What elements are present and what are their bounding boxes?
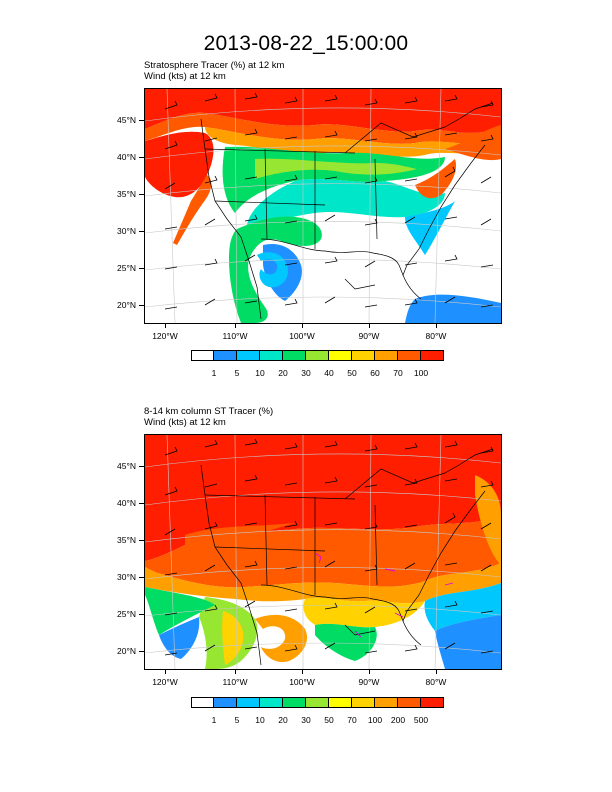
lat-label-35n-2: 35°N <box>117 535 136 545</box>
tracer-field-west <box>145 131 214 198</box>
colorbar-swatch <box>283 697 306 708</box>
colorbar-label: 70 <box>347 715 357 725</box>
lon-label-120w: 120°W <box>152 331 178 341</box>
colorbar-swatch <box>375 350 398 361</box>
colorbar-label: 30 <box>301 368 311 378</box>
panel-1-colorbar <box>191 350 444 361</box>
colorbar-label: 10 <box>255 368 265 378</box>
lat-label-45n: 45°N <box>117 115 136 125</box>
panel-1-subtitle-2: Wind (kts) at 12 km <box>144 71 226 82</box>
lat-label-30n: 30°N <box>117 226 136 236</box>
colorbar-label: 5 <box>234 715 240 725</box>
coastlines <box>200 102 494 320</box>
colorbar-swatch <box>306 350 329 361</box>
coastlines <box>200 448 494 666</box>
colorbar-label: 70 <box>393 368 403 378</box>
colorbar-label: 20 <box>278 368 288 378</box>
colorbar-swatch <box>398 350 421 361</box>
colorbar-label: 50 <box>324 715 334 725</box>
colorbar-label: 500 <box>413 715 429 725</box>
colorbar-swatch <box>237 350 260 361</box>
lat-label-25n: 25°N <box>117 263 136 273</box>
lon-label-80w: 80°W <box>425 331 447 341</box>
colorbar-swatch <box>398 697 421 708</box>
colorbar-label: 200 <box>390 715 406 725</box>
panel-2-subtitle-1: 8-14 km column ST Tracer (%) <box>144 406 274 417</box>
colorbar-swatch <box>306 697 329 708</box>
colorbar-swatch <box>421 697 444 708</box>
colorbar-label: 1 <box>211 368 217 378</box>
colorbar-label: 20 <box>278 715 288 725</box>
lat-label-35n: 35°N <box>117 189 136 199</box>
lat-label-40n: 40°N <box>117 152 136 162</box>
lat-label-25n-2: 25°N <box>117 609 136 619</box>
colorbar-label: 100 <box>367 715 383 725</box>
lat-label-30n-2: 30°N <box>117 572 136 582</box>
colorbar-label: 10 <box>255 715 265 725</box>
lat-label-45n-2: 45°N <box>117 461 136 471</box>
lon-label-110w-2: 110°W <box>222 677 248 687</box>
page-title: 2013-08-22_15:00:00 <box>203 32 409 55</box>
panel-1-subtitle-1: Stratosphere Tracer (%) at 12 km <box>144 60 285 71</box>
lat-label-40n-2: 40°N <box>117 498 136 508</box>
colorbar-label: 1 <box>211 715 217 725</box>
panel-2-map <box>144 434 502 670</box>
lon-label-100w: 100°W <box>289 331 315 341</box>
colorbar-swatch <box>329 697 352 708</box>
colorbar-label: 100 <box>413 368 429 378</box>
panel-2-subtitle-2: Wind (kts) at 12 km <box>144 417 226 428</box>
lon-label-90w-2: 90°W <box>358 677 380 687</box>
colorbar-swatch <box>260 350 283 361</box>
colorbar-swatch <box>421 350 444 361</box>
colorbar-label: 5 <box>234 368 240 378</box>
colorbar-swatch <box>214 697 237 708</box>
lon-label-120w-2: 120°W <box>152 677 178 687</box>
lat-label-20n: 20°N <box>117 300 136 310</box>
colorbar-swatch <box>352 350 375 361</box>
colorbar-label: 60 <box>370 368 380 378</box>
colorbar-swatch <box>283 350 306 361</box>
panel-2-colorbar <box>191 697 444 708</box>
lon-label-80w-2: 80°W <box>425 677 447 687</box>
colorbar-swatch <box>375 697 398 708</box>
tracer-field-north <box>145 89 501 133</box>
colorbar-swatch <box>352 697 375 708</box>
colorbar-label: 30 <box>301 715 311 725</box>
colorbar-label: 50 <box>347 368 357 378</box>
colorbar-swatch <box>191 697 214 708</box>
colorbar-swatch <box>191 350 214 361</box>
lon-label-100w-2: 100°W <box>289 677 315 687</box>
lon-label-110w: 110°W <box>222 331 248 341</box>
panel-1-map <box>144 88 502 324</box>
colorbar-label: 40 <box>324 368 334 378</box>
colorbar-swatch <box>237 697 260 708</box>
wind-barbs <box>164 92 494 310</box>
wind-barbs <box>164 438 494 656</box>
colorbar-swatch <box>260 697 283 708</box>
lon-label-90w: 90°W <box>358 331 380 341</box>
lat-label-20n-2: 20°N <box>117 646 136 656</box>
colorbar-swatch <box>214 350 237 361</box>
colorbar-swatch <box>329 350 352 361</box>
